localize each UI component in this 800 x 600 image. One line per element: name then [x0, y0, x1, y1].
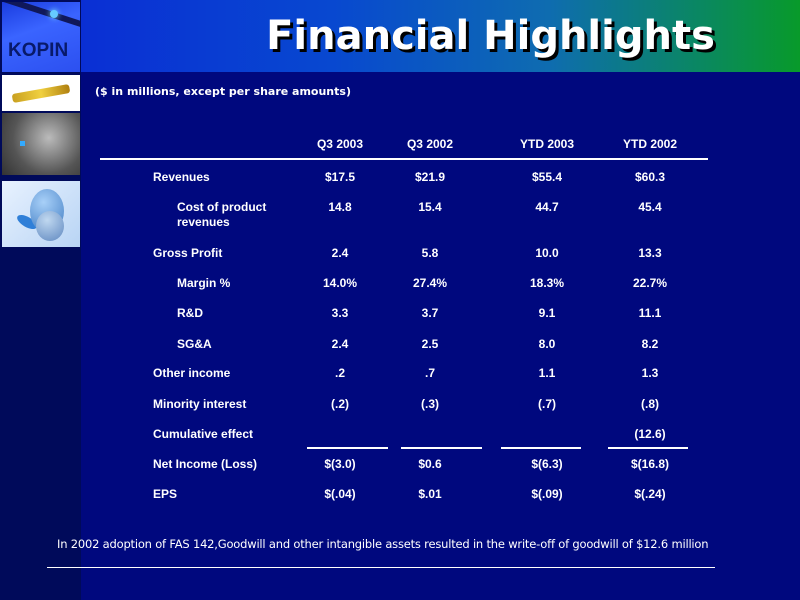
row-label: Cumulative effect	[153, 427, 254, 441]
chip-image	[2, 75, 80, 111]
table-cell: 45.4	[638, 200, 662, 214]
table-cell: 1.3	[641, 366, 659, 380]
row-label: R&D	[177, 306, 203, 320]
device-image	[2, 113, 80, 175]
table-cell: 2.4	[331, 337, 349, 351]
table-cell: 1.1	[538, 366, 556, 380]
row-label: EPS	[153, 487, 178, 501]
table-cell: 13.3	[638, 246, 662, 260]
table-cell: 44.7	[535, 200, 559, 214]
table-cell: $(16.8)	[630, 457, 670, 471]
row-label: Minority interest	[153, 397, 247, 411]
table-cell: 11.1	[638, 306, 662, 320]
title-banner: Financial Highlights	[81, 0, 800, 72]
kopin-logo-image: KOPIN	[2, 2, 80, 72]
table-cell: $(.04)	[324, 487, 356, 501]
table-cell: $55.4	[531, 170, 563, 184]
table-cell: 3.7	[421, 306, 439, 320]
table-cell: 9.1	[538, 306, 556, 320]
row-label: Net Income (Loss)	[153, 457, 258, 471]
page-title: Financial Highlights	[266, 13, 715, 59]
table-cell: $.01	[418, 487, 442, 501]
units-note: ($ in millions, except per share amounts…	[95, 85, 351, 98]
table-cell: 14.0%	[322, 276, 358, 290]
table-cell: $21.9	[414, 170, 446, 184]
column-header: YTD 2002	[622, 137, 678, 151]
table-cell: 15.4	[418, 200, 442, 214]
row-label: Gross Profit	[153, 246, 223, 260]
column-header: Q3 2002	[406, 137, 454, 151]
row-label: SG&A	[177, 337, 212, 351]
table-cell: $(.24)	[634, 487, 666, 501]
table-cell: (.2)	[331, 397, 349, 411]
table-cell: 22.7%	[632, 276, 668, 290]
table-cell: (.3)	[421, 397, 439, 411]
table-cell: 8.2	[641, 337, 659, 351]
table-cell: (.7)	[538, 397, 556, 411]
footnote-divider	[47, 567, 715, 568]
subtotal-line	[608, 447, 688, 449]
row-label: Margin %	[177, 276, 231, 290]
table-cell: .7	[424, 366, 436, 380]
sphere-graphic	[2, 181, 80, 247]
table-cell: 3.3	[331, 306, 349, 320]
table-cell: 8.0	[538, 337, 556, 351]
table-cell: 2.5	[421, 337, 439, 351]
table-cell: 10.0	[535, 246, 559, 260]
table-cell: $(6.3)	[531, 457, 563, 471]
table-cell: $17.5	[324, 170, 356, 184]
table-cell: .2	[334, 366, 346, 380]
row-label: Revenues	[153, 170, 210, 184]
table-cell: (12.6)	[634, 427, 666, 441]
image-strip: KOPIN	[0, 0, 81, 600]
table-cell: 2.4	[331, 246, 349, 260]
table-cell: (.8)	[641, 397, 659, 411]
table-cell: $0.6	[418, 457, 442, 471]
header-divider	[100, 158, 708, 160]
subtotal-line	[401, 447, 482, 449]
footnote: In 2002 adoption of FAS 142,Goodwill and…	[57, 537, 709, 551]
table-cell: 14.8	[328, 200, 352, 214]
column-header: Q3 2003	[316, 137, 364, 151]
subtotal-line	[501, 447, 581, 449]
table-cell: 27.4%	[412, 276, 448, 290]
column-header: YTD 2003	[519, 137, 575, 151]
subtotal-line	[307, 447, 388, 449]
table-cell: $60.3	[634, 170, 666, 184]
table-cell: $(3.0)	[324, 457, 356, 471]
table-cell: 5.8	[421, 246, 439, 260]
row-label: Cost of product revenues	[177, 200, 267, 229]
kopin-logo: KOPIN	[8, 40, 69, 61]
table-cell: 18.3%	[529, 276, 565, 290]
row-label: Other income	[153, 366, 231, 380]
table-cell: $(.09)	[531, 487, 563, 501]
